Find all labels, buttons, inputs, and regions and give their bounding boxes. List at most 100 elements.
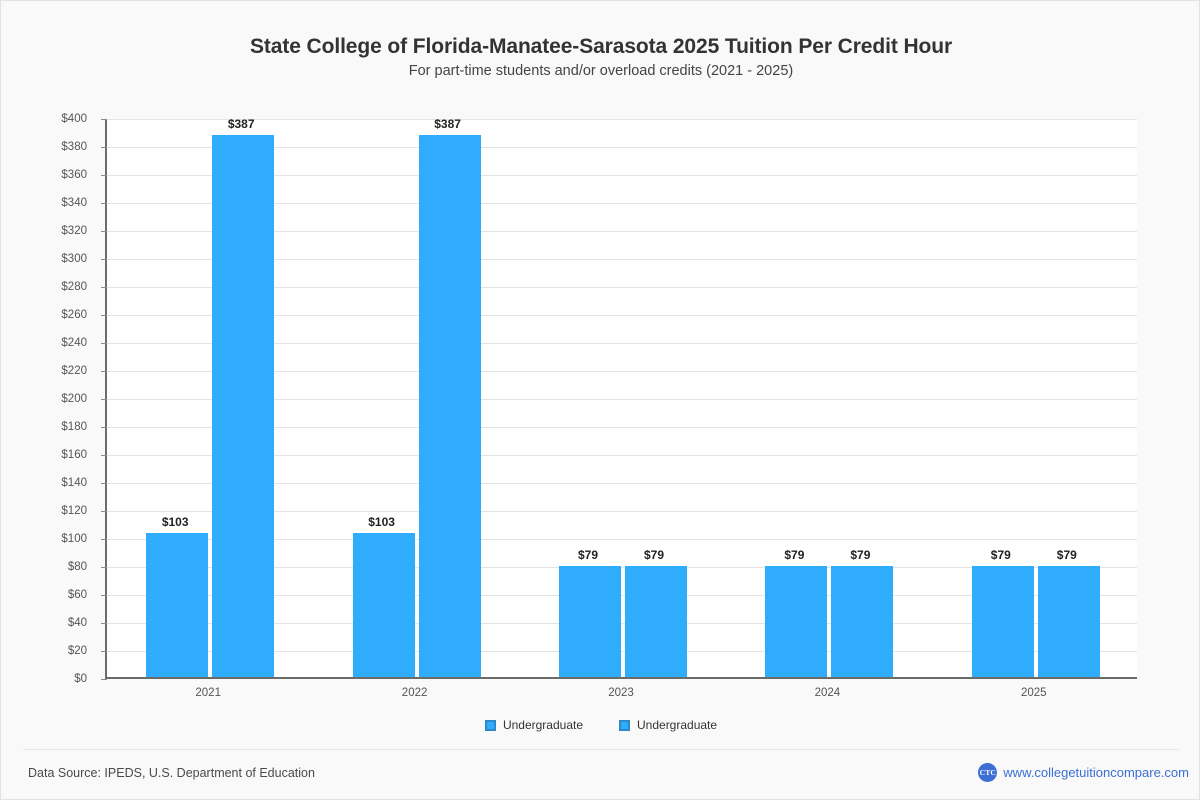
brand-url-label: www.collegetuitioncompare.com xyxy=(1003,765,1189,780)
y-axis-tick xyxy=(101,175,107,176)
x-axis-label-2025: 2025 xyxy=(1021,687,1047,699)
gridline xyxy=(107,651,1137,652)
bar[interactable] xyxy=(212,135,275,677)
bar-value-label: $79 xyxy=(577,548,599,563)
y-axis-label: $100 xyxy=(61,533,87,545)
brand-link[interactable]: CTC www.collegetuitioncompare.com xyxy=(978,763,1189,782)
bar[interactable] xyxy=(146,532,209,677)
bar-value-label: $79 xyxy=(850,548,871,563)
y-axis-tick xyxy=(101,595,107,596)
y-axis-label: $300 xyxy=(61,253,87,265)
gridline xyxy=(107,399,1137,400)
gridline xyxy=(107,623,1137,624)
y-axis-tick xyxy=(101,287,107,288)
y-axis-label: $140 xyxy=(61,477,87,489)
y-axis-label: $0 xyxy=(74,673,87,685)
y-axis-label: $120 xyxy=(61,505,87,517)
gridline xyxy=(107,371,1137,372)
y-axis-label: $340 xyxy=(61,197,87,209)
gridline xyxy=(107,231,1137,232)
y-axis-tick xyxy=(101,203,107,204)
y-axis-label: $220 xyxy=(61,365,87,377)
y-axis-tick xyxy=(101,679,107,680)
legend-item[interactable]: Undergraduate xyxy=(619,718,717,732)
gridline xyxy=(107,427,1137,428)
y-axis-label: $320 xyxy=(61,225,87,237)
gridline xyxy=(107,203,1137,204)
y-axis-label: $200 xyxy=(61,393,87,405)
y-axis-tick xyxy=(101,427,107,428)
bar[interactable] xyxy=(352,532,415,677)
y-axis-label: $260 xyxy=(61,309,87,321)
y-axis-tick xyxy=(101,259,107,260)
x-axis-label-2024: 2024 xyxy=(814,687,841,699)
bar-value-label: $79 xyxy=(643,548,665,563)
bar[interactable] xyxy=(971,566,1034,677)
y-axis-label: $240 xyxy=(61,337,87,349)
legend-label: Undergraduate xyxy=(637,718,718,732)
y-axis-tick xyxy=(101,231,107,232)
bar[interactable] xyxy=(831,566,894,677)
y-axis-label: $400 xyxy=(61,113,87,125)
bar[interactable] xyxy=(418,135,481,677)
gridline xyxy=(107,567,1137,568)
bar-value-label: $103 xyxy=(368,514,395,529)
page-title: State College of Florida-Manatee-Sarasot… xyxy=(249,35,953,58)
y-axis-tick xyxy=(101,371,107,372)
gridline xyxy=(107,287,1137,288)
y-axis-label: $360 xyxy=(61,169,87,181)
bar-value-label: $79 xyxy=(784,548,805,563)
y-axis-tick xyxy=(101,343,107,344)
legend-label: Undergraduate xyxy=(502,718,583,732)
bar[interactable] xyxy=(765,566,828,677)
y-axis-label: $80 xyxy=(67,561,87,573)
page-subtitle: For part-time students and/or overload c… xyxy=(408,63,794,79)
y-axis-label: $180 xyxy=(61,421,87,433)
x-axis-label-2022: 2022 xyxy=(401,687,428,699)
bar-value-label: $387 xyxy=(434,117,461,132)
y-axis-tick xyxy=(101,567,107,568)
bar-value-label: $103 xyxy=(161,514,189,529)
gridline xyxy=(107,595,1137,596)
y-axis-tick xyxy=(101,315,107,316)
x-axis-label-2023: 2023 xyxy=(608,687,634,699)
bar-value-label: $79 xyxy=(990,548,1011,563)
y-axis-tick xyxy=(101,539,107,540)
legend-swatch-icon xyxy=(484,719,496,731)
y-axis-tick xyxy=(101,651,107,652)
y-axis-label: $60 xyxy=(67,589,87,601)
x-axis-label-2021: 2021 xyxy=(195,687,221,699)
y-axis-tick xyxy=(101,483,107,484)
gridline xyxy=(107,343,1137,344)
bar[interactable] xyxy=(1037,566,1100,677)
gridline xyxy=(107,455,1137,456)
gridline xyxy=(107,511,1137,512)
bar-value-label: $79 xyxy=(1056,548,1077,563)
bar[interactable] xyxy=(559,566,621,677)
gridline xyxy=(107,315,1137,316)
y-axis-tick xyxy=(101,455,107,456)
legend-swatch-icon xyxy=(619,719,630,731)
y-axis-tick xyxy=(101,511,107,512)
y-axis-label: $40 xyxy=(67,617,87,629)
y-axis-label: $280 xyxy=(61,281,87,293)
ctc-logo-icon: CTC xyxy=(978,763,998,782)
bar-value-label: $387 xyxy=(227,117,255,132)
gridline xyxy=(107,147,1137,148)
gridline xyxy=(107,539,1137,540)
y-axis-label: $380 xyxy=(61,141,87,153)
plot-area xyxy=(101,119,1137,680)
gridline xyxy=(107,119,1137,120)
legend-item[interactable]: Undergraduate xyxy=(484,718,583,732)
y-axis-tick xyxy=(101,147,107,148)
data-source-label: Data Source: IPEDS, U.S. Department of E… xyxy=(28,766,315,780)
y-axis-tick xyxy=(101,399,107,400)
bar[interactable] xyxy=(625,566,687,677)
gridline xyxy=(107,175,1137,176)
y-axis-tick xyxy=(101,119,107,120)
chart-legend: Undergraduate Undergraduate xyxy=(1,718,1200,732)
footer-divider xyxy=(23,749,1179,750)
y-axis-label: $20 xyxy=(67,645,87,657)
y-axis-tick xyxy=(101,623,107,624)
